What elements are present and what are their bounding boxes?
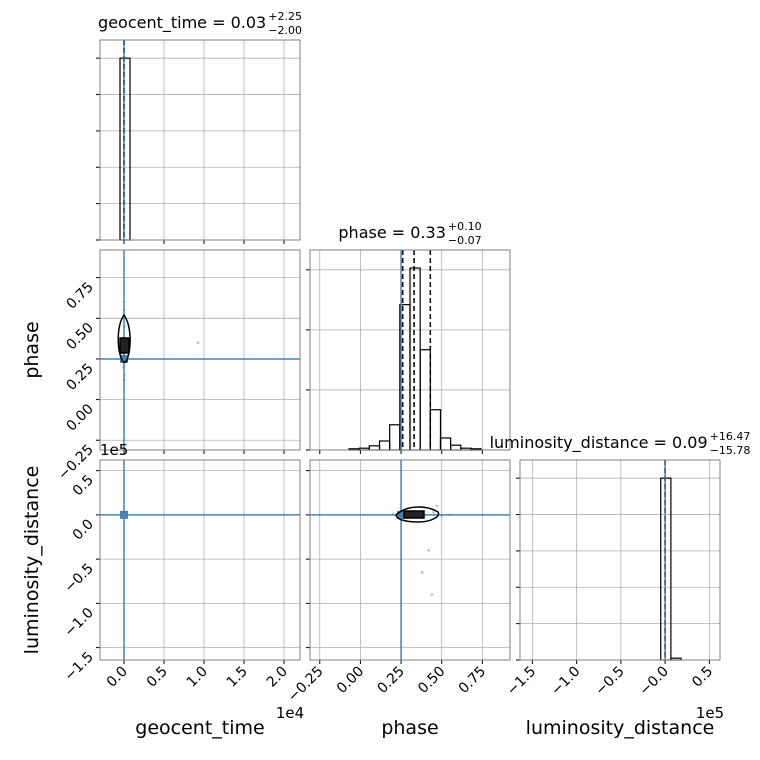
x-tick-label: 0.50	[415, 664, 448, 697]
sample-point	[427, 548, 431, 552]
histogram-bar	[429, 409, 442, 451]
panel-title: luminosity_distance = 0.09	[490, 433, 708, 453]
y-tick-label: −0.25	[55, 442, 97, 484]
x-tick-label: 1.5	[224, 664, 251, 691]
contour	[119, 337, 130, 354]
sample-point	[420, 570, 424, 574]
title-sub: −15.78	[710, 444, 751, 457]
y-tick-label: 0.75	[63, 279, 96, 312]
panel-frame	[309, 459, 511, 661]
contour	[117, 313, 131, 364]
y-tick-label: 0.50	[63, 320, 96, 353]
x-tick-label: −0.0	[637, 664, 672, 699]
title-sub: −2.00	[268, 24, 302, 37]
sample-point	[435, 504, 439, 508]
contour	[403, 510, 425, 519]
x-tick-label: −1.5	[504, 664, 539, 699]
panel-title: phase = 0.33	[338, 223, 445, 242]
x-tick-label: 0.5	[144, 664, 171, 691]
title-sub: −0.07	[448, 234, 482, 247]
panel-title: geocent_time = 0.03	[98, 13, 266, 33]
y-axis-label: luminosity_distance	[21, 466, 43, 655]
histogram-bar	[389, 424, 401, 451]
histogram-bar	[368, 445, 381, 451]
x-offset-label: 1e4	[276, 704, 304, 722]
sample-point	[432, 510, 435, 514]
y-tick-label: 0.25	[63, 360, 96, 393]
x-tick-label: 0.00	[334, 664, 367, 697]
x-axis-label: phase	[381, 717, 438, 739]
contour	[395, 506, 440, 523]
panel-frame	[99, 459, 301, 661]
x-tick-label: 1.0	[184, 664, 211, 691]
panel-frame	[99, 39, 301, 241]
y-tick-label: 0.00	[63, 401, 96, 434]
histogram-bar	[419, 349, 431, 451]
x-axis-label: luminosity_distance	[526, 717, 715, 739]
sample-point	[430, 593, 434, 596]
histogram-bar	[378, 440, 391, 451]
panel-frame	[309, 249, 511, 451]
x-tick-label: 2.0	[264, 664, 291, 691]
y-tick-label: 0.0	[70, 516, 97, 543]
truth-marker	[120, 510, 128, 519]
x-tick-label: 0.5	[689, 664, 716, 691]
panel-frame	[99, 249, 301, 451]
contours	[117, 313, 440, 523]
y-offset-label: 1e5	[100, 441, 128, 459]
y-axis-label: phase	[21, 321, 43, 378]
x-tick-label: −1.0	[548, 664, 583, 699]
histogram-bar	[450, 444, 462, 451]
panel-frame	[519, 459, 721, 661]
x-tick-label: 0.75	[456, 664, 489, 697]
x-tick-label: −0.25	[285, 664, 327, 706]
histogram-bar	[409, 267, 421, 451]
title-sup: +0.10	[448, 220, 482, 233]
sample-point	[196, 341, 200, 345]
x-tick-label: 0.0	[104, 664, 131, 691]
x-axis-label: geocent_time	[135, 717, 264, 739]
y-tick-label: −1.5	[61, 649, 96, 684]
truth-marker	[397, 510, 406, 519]
y-tick-label: 0.5	[70, 472, 97, 499]
histogram-bar	[119, 57, 131, 241]
x-tick-label: −0.5	[592, 664, 627, 699]
x-offset-label: 1e5	[696, 704, 724, 722]
y-tick-label: −0.5	[61, 561, 96, 596]
title-sup: +2.25	[268, 10, 302, 23]
x-tick-label: 0.25	[375, 664, 408, 697]
y-tick-label: −1.0	[61, 605, 96, 640]
title-sup: +16.47	[710, 430, 751, 443]
truth-marker	[120, 354, 128, 363]
